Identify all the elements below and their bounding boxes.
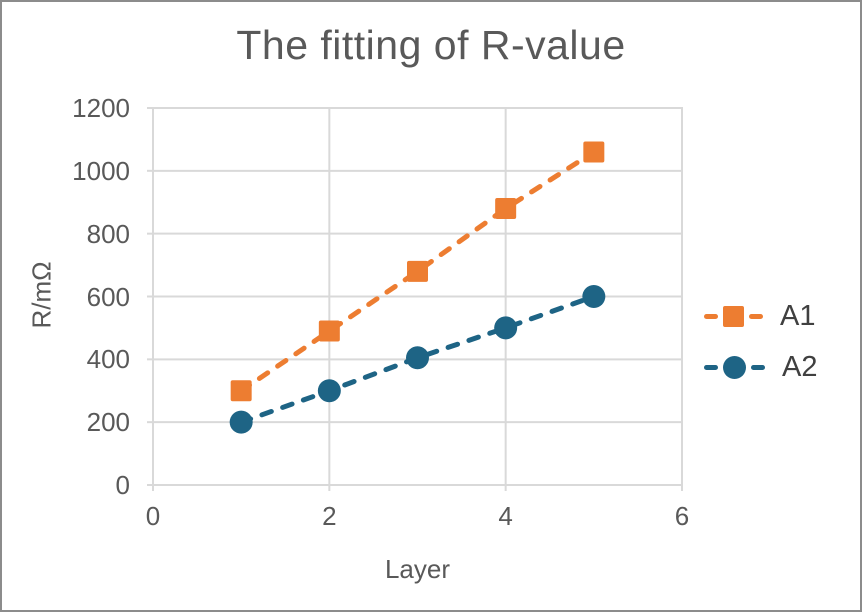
marker-a1 <box>495 198 517 220</box>
y-tick-label: 1000 <box>72 155 130 186</box>
marker-a1 <box>407 260 428 282</box>
legend-square-marker-icon <box>723 305 744 327</box>
chart-title: The fitting of R-value <box>236 22 626 68</box>
marker-a1 <box>230 380 252 402</box>
legend-item-a2: A2 <box>704 350 817 384</box>
y-tick-label: 800 <box>86 218 130 249</box>
x-tick-label: 6 <box>674 501 690 531</box>
series-line-a1 <box>238 149 597 394</box>
marker-a1 <box>318 320 340 342</box>
y-tick-label: 400 <box>86 344 130 375</box>
legend-label: A2 <box>782 350 818 383</box>
legend-dash <box>704 313 718 319</box>
marker-a1 <box>583 141 605 163</box>
y-tick-label: 600 <box>86 281 130 312</box>
y-tick-label: 1200 <box>72 93 130 123</box>
plot-border <box>152 107 683 486</box>
x-axis-title: Layer <box>384 554 451 584</box>
legend-dash <box>704 364 718 370</box>
legend-dash <box>749 313 763 319</box>
x-tick-label: 0 <box>145 501 161 531</box>
x-tick-label: 4 <box>498 501 513 531</box>
y-tick-label: 200 <box>86 407 130 438</box>
legend-dash <box>751 364 765 370</box>
x-tick-label: 2 <box>322 501 337 531</box>
marker-a2 <box>494 316 518 340</box>
marker-a2 <box>229 410 253 434</box>
legend-circle-marker-icon <box>723 355 746 379</box>
legend-label: A1 <box>780 299 816 332</box>
marker-a2 <box>582 285 606 308</box>
y-tick-label: 0 <box>115 470 130 500</box>
legend: A1 A2 <box>704 299 817 384</box>
legend-item-a1: A1 <box>704 299 817 333</box>
marker-a2 <box>406 346 429 370</box>
marker-a2 <box>317 379 341 403</box>
